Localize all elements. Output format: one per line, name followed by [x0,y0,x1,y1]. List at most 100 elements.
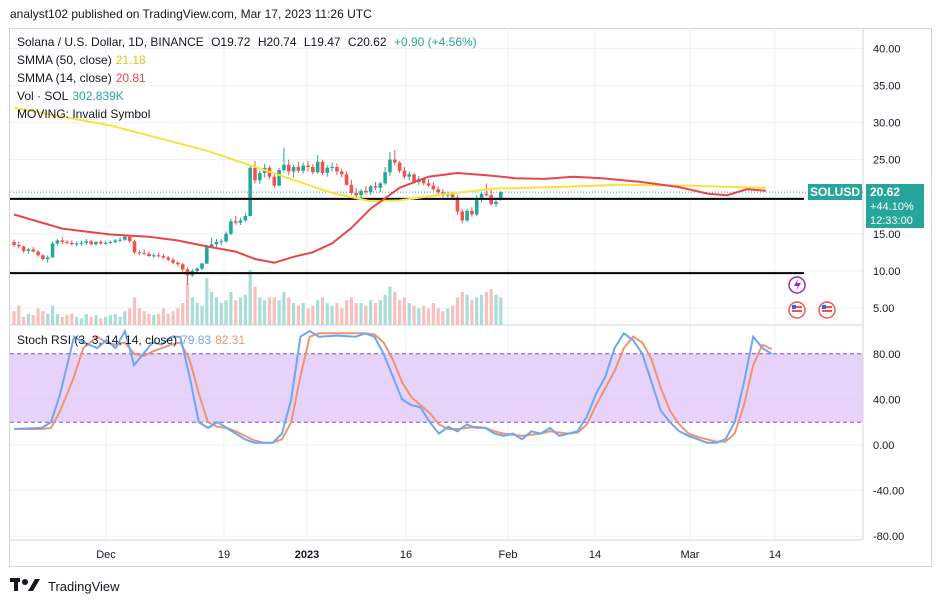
candle-body [219,241,224,243]
volume-bar [253,286,257,325]
candle-body [339,171,344,175]
legend-symbol-row: Solana / U.S. Dollar, 1D, BINANCE O19.72… [17,35,477,49]
volume-bar [185,283,190,325]
time-axis-label: Dec [96,549,116,561]
candle-body [229,221,233,234]
time-axis-label: Feb [499,549,518,561]
smma14-line [13,171,766,264]
candle-body [166,257,171,260]
volume-bar [383,294,387,325]
stoch-axis-label: -40.00 [873,486,904,498]
volume-bar [22,316,26,325]
candle-body [431,185,436,190]
volume-bar [84,314,88,325]
candle-body [161,256,166,258]
footer-brand[interactable]: TradingView [10,578,120,595]
candle-body [151,255,156,257]
candle-body [238,220,243,223]
candle-body [26,249,31,251]
candle-body [142,253,146,255]
volume-bar [50,305,55,325]
candle-body [98,241,103,244]
stoch-axis-label: 80.00 [873,349,901,361]
candle-body [277,169,281,186]
volume-bar [282,292,286,325]
volume-bar [475,297,479,325]
candle-body [301,165,305,171]
volume-bar [291,303,296,325]
price-axis-label: 30.00 [873,118,901,130]
candle-body [84,241,89,243]
smma50-value: 21.18 [115,53,146,67]
candle-body [118,239,122,241]
volume-bar [484,292,488,325]
candle-body [470,210,474,215]
candle-body [296,167,301,171]
volume-bar [248,270,252,325]
volume-bar [142,311,146,325]
candle-body [103,242,108,244]
volume-bar [436,308,440,325]
candle-body [113,240,118,242]
legend-low: L19.47 [303,35,341,49]
legend-volume[interactable]: Vol · SOL 302.839K [17,89,124,103]
volume-bar [113,314,117,325]
volume-bar [378,300,382,325]
candle-body [156,255,161,257]
volume-bar [431,303,435,325]
volume-bar [176,308,180,325]
candle-body [31,249,36,252]
candle-body [330,167,334,169]
legend-stoch[interactable]: Stoch RSI (3, 3, 14, 14, close) 79.83 82.3… [17,333,245,347]
stoch-d-line [14,332,773,444]
volume-bar [258,297,262,325]
legend-smma50[interactable]: SMMA (50, close) 21.18 [17,53,146,67]
time-axis-label: 14 [769,549,781,561]
volume-bar [123,311,127,325]
volume-bar [301,303,305,325]
candle-body [123,236,127,240]
volume-bar [200,305,204,325]
volume-bar [354,303,358,325]
candle-body [397,162,402,171]
volume-bar [489,289,493,325]
candle-body [426,183,431,186]
volume-bar [118,316,122,325]
candle-body [70,242,74,245]
candle-body [108,241,113,243]
volume-bar [369,300,373,325]
time-axis-label: Mar [681,549,700,561]
volume-bar [238,297,243,325]
chart-frame [9,28,932,567]
legend-moving[interactable]: MOVING: Invalid Symbol [17,107,151,121]
time-axis-label: 19 [218,549,230,561]
volume-bar [229,292,233,325]
candle-body [127,236,132,242]
legend-smma14[interactable]: SMMA (14, close) 20.81 [17,71,146,85]
flag-canton-icon [822,305,826,309]
candle-body [272,176,277,186]
volume-bar [426,308,431,325]
footer-brand-name: TradingView [48,579,120,594]
smma50-line [13,106,766,203]
volume-bar [340,308,344,325]
volume-bar [306,308,310,325]
volume-bar [128,308,132,325]
candle-body [446,194,450,196]
volume-bar [320,297,325,325]
volume-bar [422,305,426,325]
volume-bar [99,318,103,325]
candle-body [21,246,26,251]
volume-bar [26,314,31,325]
volume-bar [335,303,339,325]
candle-body [364,190,368,193]
candle-body [479,193,484,199]
candle-body [132,241,137,253]
price-axis-label: 15.00 [873,229,901,241]
candle-body [79,242,84,244]
candle-body [17,244,21,247]
flag-stripe-icon [822,306,832,308]
legend-change: +0.90 (+4.56%) [393,35,477,49]
candle-body [421,178,426,184]
